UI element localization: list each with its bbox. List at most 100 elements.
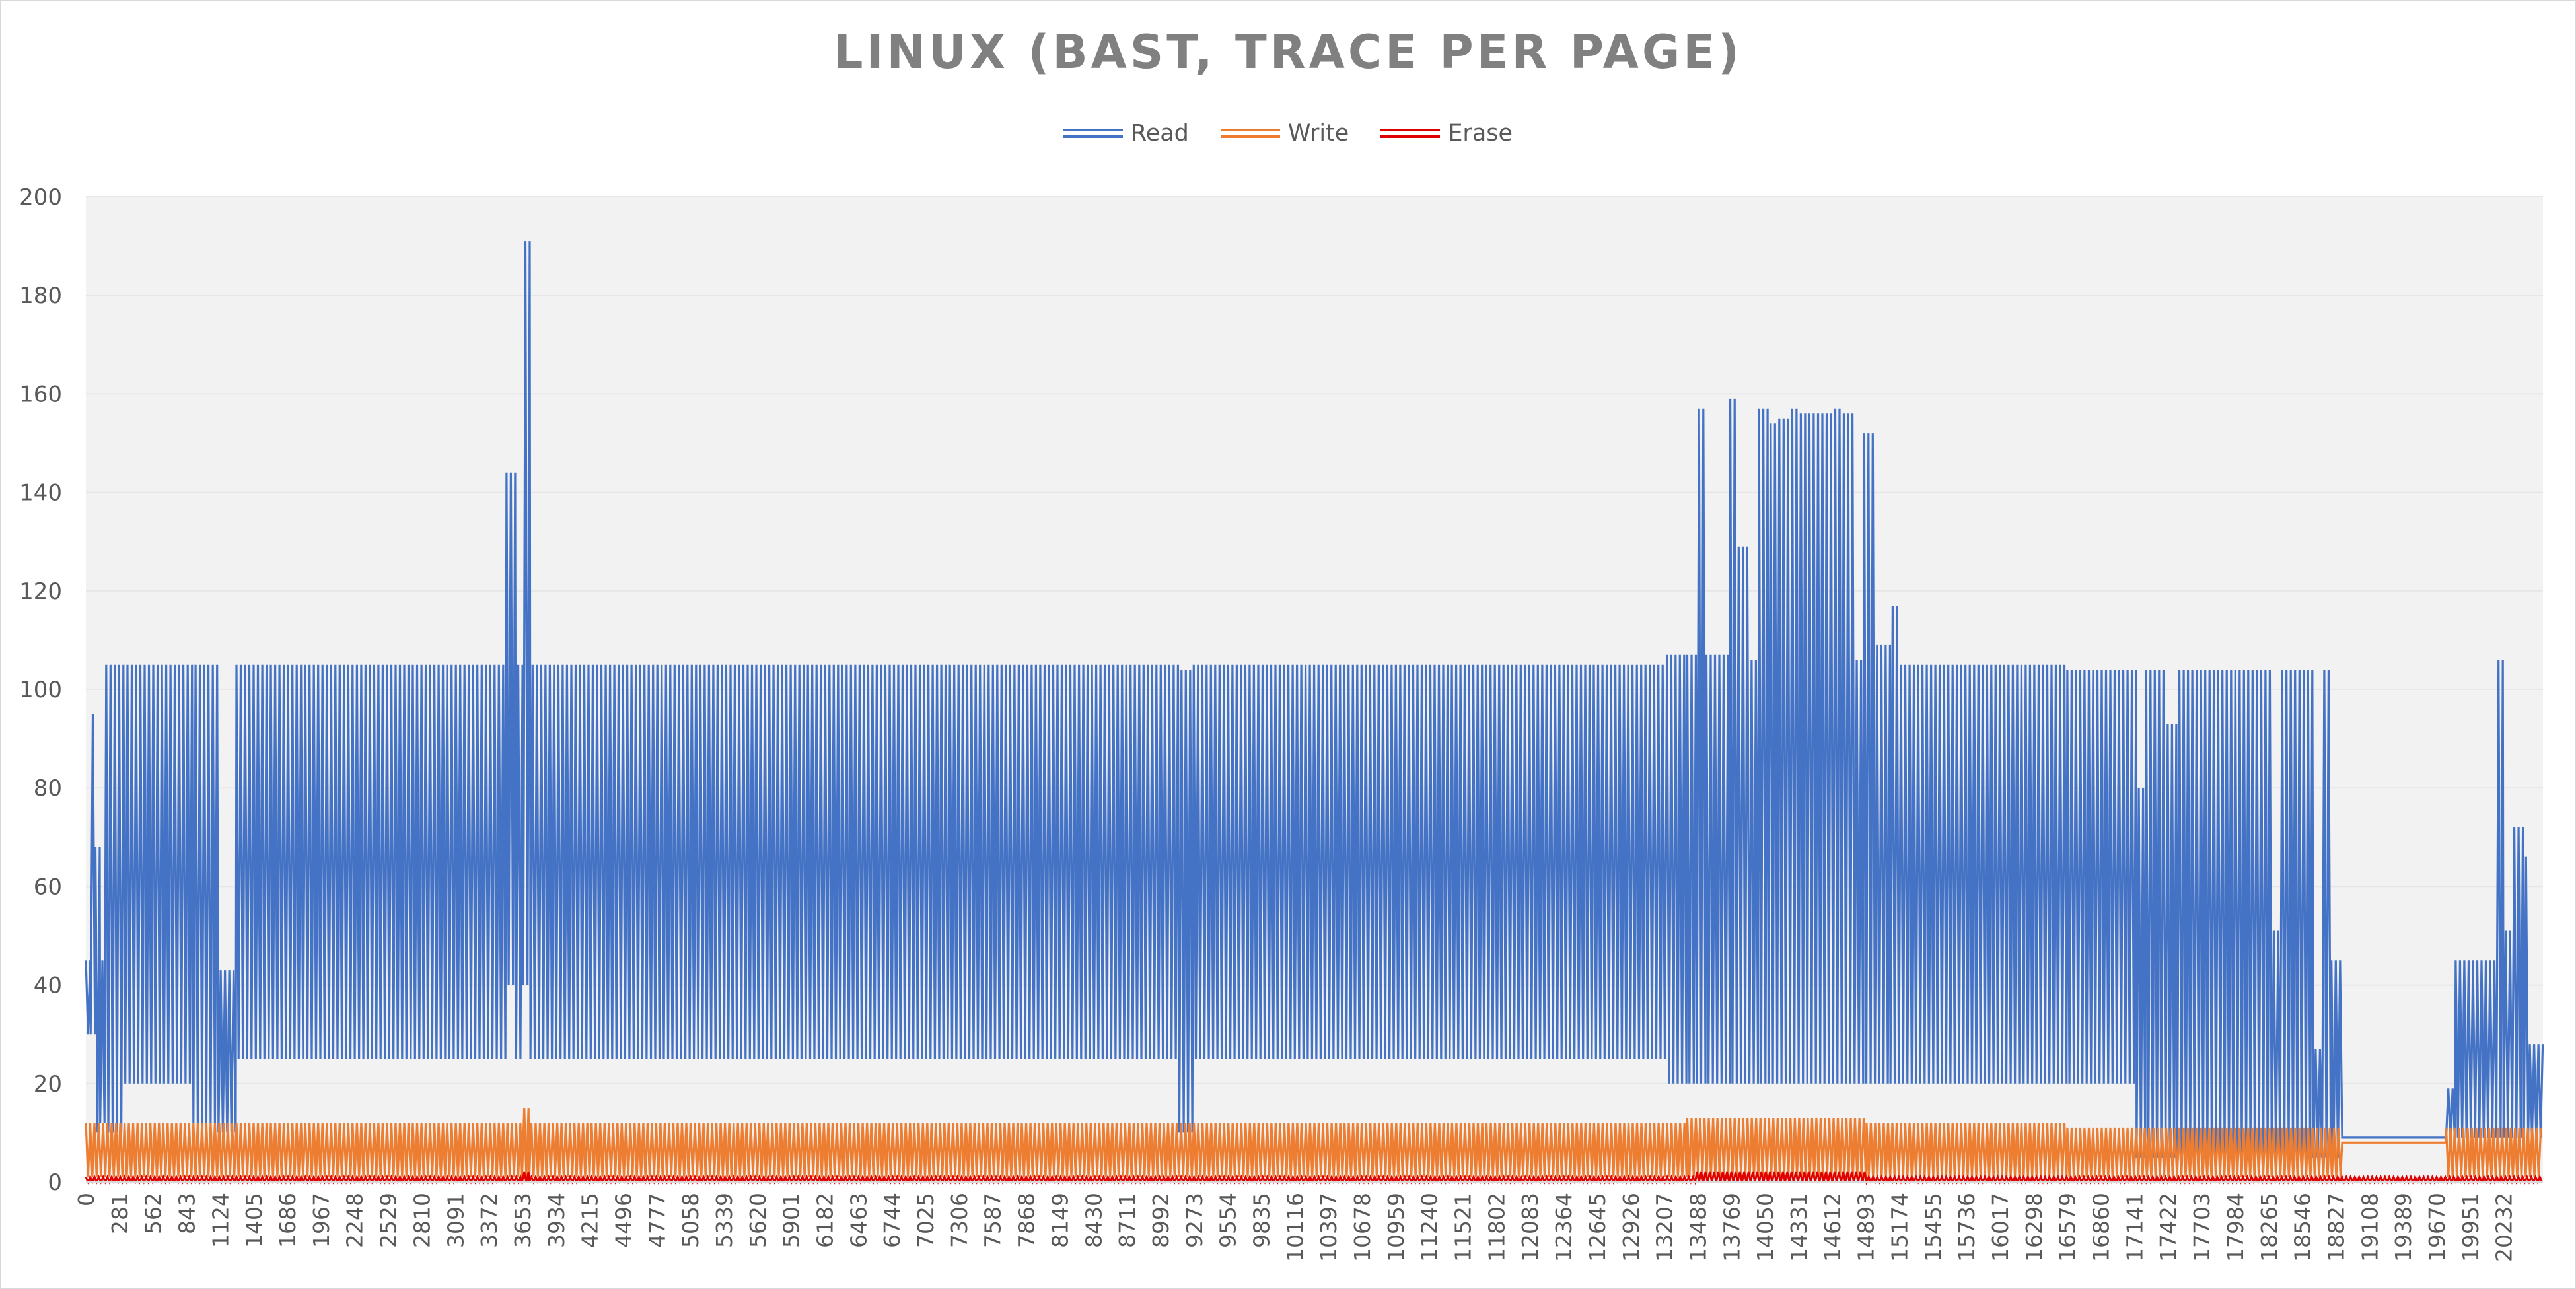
x-tick-label: 2248 (342, 1193, 368, 1248)
x-tick-label: 11240 (1417, 1193, 1443, 1262)
legend-swatch-erase (1380, 129, 1441, 138)
legend-item-write[interactable]: Write (1220, 120, 1349, 147)
x-tick-label: 8149 (1047, 1193, 1073, 1248)
x-tick-label: 9273 (1182, 1193, 1207, 1248)
x-tick-label: 3934 (544, 1193, 569, 1248)
y-tick-label: 80 (34, 775, 62, 802)
x-tick-label: 3653 (510, 1193, 536, 1248)
x-tick-label: 8711 (1114, 1193, 1140, 1248)
x-tick-label: 5058 (678, 1193, 703, 1248)
y-tick-label: 180 (19, 283, 62, 309)
legend-label-erase: Erase (1448, 120, 1513, 147)
x-tick-label: 14050 (1752, 1193, 1778, 1262)
x-tick-label: 7868 (1014, 1193, 1040, 1248)
series-line-read[interactable] (85, 241, 2544, 1158)
x-tick-label: 10678 (1349, 1193, 1375, 1262)
x-tick-label: 12083 (1517, 1193, 1543, 1262)
legend-item-erase[interactable]: Erase (1380, 120, 1513, 147)
x-tick-label: 562 (141, 1193, 166, 1234)
x-tick-label: 16298 (2021, 1193, 2047, 1262)
x-tick-label: 8992 (1148, 1193, 1174, 1248)
x-tick-label: 18546 (2290, 1193, 2316, 1262)
x-tick-label: 3091 (443, 1193, 468, 1248)
x-tick-label: 10116 (1282, 1193, 1308, 1262)
x-tick-label: 16579 (2055, 1193, 2081, 1262)
y-tick-label: 140 (19, 480, 62, 506)
x-tick-label: 6463 (845, 1193, 871, 1248)
y-tick-label: 200 (19, 184, 62, 211)
x-tick-label: 20232 (2491, 1193, 2517, 1262)
y-tick-label: 40 (34, 973, 62, 999)
x-tick-label: 16017 (1987, 1193, 2013, 1262)
y-axis-ticks: 0 20 40 60 80 100 120 140 160 180 200 (19, 184, 62, 1196)
x-tick-label: 13769 (1719, 1193, 1744, 1262)
x-tick-label: 13488 (1685, 1193, 1711, 1262)
y-tick-label: 100 (19, 677, 62, 703)
x-tick-label: 17422 (2155, 1193, 2181, 1262)
x-tick-label: 5339 (711, 1193, 737, 1248)
legend-item-read[interactable]: Read (1063, 120, 1189, 147)
x-tick-label: 10397 (1316, 1193, 1342, 1262)
legend-swatch-write (1220, 129, 1280, 138)
x-tick-label: 17141 (2122, 1193, 2147, 1262)
legend-label-write: Write (1287, 120, 1349, 147)
x-tick-label: 14893 (1853, 1193, 1879, 1262)
chart-title: LINUX (BAST, TRACE PER PAGE) (833, 25, 1743, 79)
x-tick-label: 843 (174, 1193, 200, 1234)
x-tick-label: 9835 (1248, 1193, 1274, 1248)
x-tick-label: 19389 (2390, 1193, 2416, 1262)
x-tick-label: 9554 (1215, 1193, 1241, 1248)
series-layer (85, 241, 2544, 1186)
x-tick-label: 2810 (409, 1193, 435, 1248)
x-tick-label: 19670 (2424, 1193, 2450, 1262)
x-tick-label: 18265 (2256, 1193, 2282, 1262)
x-tick-label: 7587 (980, 1193, 1006, 1248)
legend-swatch-read (1063, 129, 1123, 138)
y-tick-label: 0 (48, 1169, 62, 1196)
x-tick-label: 12645 (1585, 1193, 1610, 1262)
x-axis-ticks: 0 281 562 843 1124 1405 1686 1967 2248 2529 2810 30… (73, 1193, 2517, 1262)
x-tick-label: 14612 (1820, 1193, 1845, 1262)
x-tick-label: 15455 (1920, 1193, 1946, 1262)
x-tick-label: 15174 (1886, 1193, 1912, 1262)
x-tick-label: 0 (73, 1193, 99, 1206)
x-tick-label: 281 (107, 1193, 133, 1234)
x-tick-label: 15736 (1954, 1193, 1980, 1262)
y-tick-label: 120 (19, 578, 62, 605)
x-tick-label: 11802 (1484, 1193, 1509, 1262)
x-tick-label: 19108 (2357, 1193, 2382, 1262)
x-tick-label: 1124 (207, 1193, 233, 1248)
x-tick-label: 7025 (913, 1193, 939, 1248)
x-tick-label: 1967 (308, 1193, 334, 1248)
x-tick-label: 18827 (2323, 1193, 2349, 1262)
x-tick-label: 4215 (577, 1193, 603, 1248)
x-tick-label: 3372 (476, 1193, 502, 1248)
series-line-erase[interactable] (85, 1171, 2543, 1186)
x-tick-label: 12364 (1551, 1193, 1577, 1262)
x-tick-label: 5901 (779, 1193, 805, 1248)
x-tick-label: 6182 (812, 1193, 838, 1248)
x-tick-label: 2529 (376, 1193, 402, 1248)
x-tick-label: 8430 (1081, 1193, 1106, 1248)
x-tick-label: 4496 (610, 1193, 636, 1248)
y-tick-label: 160 (19, 381, 62, 407)
y-tick-label: 20 (34, 1071, 62, 1097)
x-tick-label: 19951 (2458, 1193, 2484, 1262)
legend-label-read: Read (1130, 120, 1189, 147)
x-tick-label: 1405 (241, 1193, 267, 1248)
x-tick-label: 5620 (745, 1193, 771, 1248)
x-tick-label: 17703 (2189, 1193, 2215, 1262)
x-tick-label: 7306 (947, 1193, 972, 1248)
x-tick-label: 14331 (1786, 1193, 1812, 1262)
x-tick-label: 17984 (2223, 1193, 2248, 1262)
x-tick-label: 13207 (1652, 1193, 1678, 1262)
x-tick-label: 1686 (275, 1193, 301, 1248)
x-tick-label: 10959 (1383, 1193, 1409, 1262)
x-tick-label: 12926 (1618, 1193, 1644, 1262)
y-tick-label: 60 (34, 874, 62, 900)
x-tick-label: 6744 (879, 1193, 905, 1248)
x-tick-label: 16860 (2089, 1193, 2114, 1262)
x-tick-label: 4777 (644, 1193, 670, 1248)
x-tick-label: 11521 (1450, 1193, 1476, 1262)
